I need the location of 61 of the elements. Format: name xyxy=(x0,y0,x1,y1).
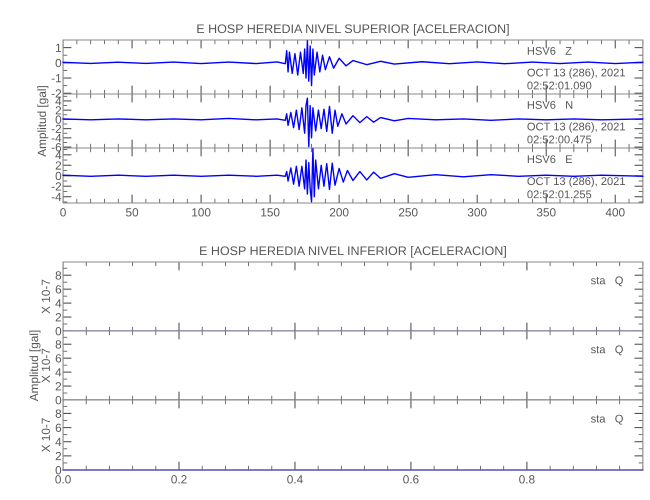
annotation: sta Q xyxy=(590,345,623,356)
y-tick-label: 8 xyxy=(56,271,62,280)
y-tick-label: -6 xyxy=(52,143,62,152)
y-tick-label: -2 xyxy=(52,182,62,191)
y-tick-label: 0 xyxy=(56,466,62,474)
chart-title: E HOSP HEREDIA NIVEL INFERIOR [ACELERACION] xyxy=(200,246,506,258)
y-tick-label: 6 xyxy=(56,424,62,432)
y-tick-label: 2 xyxy=(56,161,62,170)
y-tick-label: 4 xyxy=(55,299,62,308)
annotation: HSV6 E xyxy=(528,155,572,164)
y-tick-label: -4 xyxy=(52,134,62,142)
x-tick-label: 0.6 xyxy=(403,475,419,484)
y-tick-label: 4 xyxy=(55,368,62,376)
y-tick-label: 2 xyxy=(56,452,62,460)
y-axis-title: X 10-7 xyxy=(42,418,50,452)
y-tick-label: 0 xyxy=(56,58,62,68)
y-tick-label: 6 xyxy=(56,285,62,294)
annotation: sta Q xyxy=(590,414,623,425)
y-tick-label: 2 xyxy=(56,382,62,390)
annotation: 02:52:01.090 xyxy=(527,82,592,90)
x-tick-label: 350 xyxy=(536,208,556,217)
y-tick-label: 8 xyxy=(56,340,62,349)
y-tick-label: 0 xyxy=(56,172,62,180)
x-tick-label: 0.4 xyxy=(287,475,303,484)
annotation: OCT 13 (286), 2021 xyxy=(527,68,625,79)
annotation: HSV6 Z xyxy=(528,46,572,55)
y-tick-label: 2 xyxy=(56,313,62,322)
y-tick-label: 4 xyxy=(55,97,62,106)
annotation: OCT 13 (286), 2021 xyxy=(527,122,625,133)
annotation: HSV6 N xyxy=(528,100,572,109)
x-tick-label: 150 xyxy=(261,208,280,217)
y-tick-label: 0 xyxy=(56,396,62,404)
x-tick-label: 250 xyxy=(398,208,418,217)
x-tick-label: 0.8 xyxy=(519,475,535,484)
y-tick-label: 6 xyxy=(56,354,62,363)
x-tick-label: 200 xyxy=(330,208,349,217)
annotation: OCT 13 (286), 2021 xyxy=(527,176,625,188)
y-tick-label: 2 xyxy=(56,106,62,114)
y-tick-label: 4 xyxy=(55,150,62,160)
y-axis-title: X 10-7 xyxy=(42,280,50,314)
y-tick-label: 0 xyxy=(56,327,62,336)
y-tick-label: 4 xyxy=(55,438,62,446)
x-tick-label: 0.2 xyxy=(171,475,187,484)
y-tick-label: 1 xyxy=(56,44,62,52)
y-axis-title: Amplitud [gal] xyxy=(37,86,48,157)
annotation: 02:52:00.475 xyxy=(527,136,592,144)
x-tick-label: 100 xyxy=(192,208,210,217)
annotation: 02:52:01.255 xyxy=(527,190,592,198)
y-tick-label: -1 xyxy=(52,74,62,82)
x-tick-label: 50 xyxy=(126,208,138,217)
x-tick-label: 400 xyxy=(606,208,625,217)
y-tick-label: -2 xyxy=(52,89,62,98)
y-tick-label: -2 xyxy=(52,124,62,133)
y-tick-label: 0 xyxy=(56,115,62,124)
y-tick-label: -4 xyxy=(52,192,62,201)
y-axis-title: Amplitud [gal] X 10-7 xyxy=(29,330,50,402)
chart-title: E HOSP HEREDIA NIVEL SUPERIOR [ACELERACION] xyxy=(197,24,509,36)
annotation: sta Q xyxy=(590,276,623,286)
x-tick-label: 0.0 xyxy=(55,475,71,484)
y-tick-label: 8 xyxy=(56,409,62,418)
x-tick-label: 300 xyxy=(468,208,487,217)
